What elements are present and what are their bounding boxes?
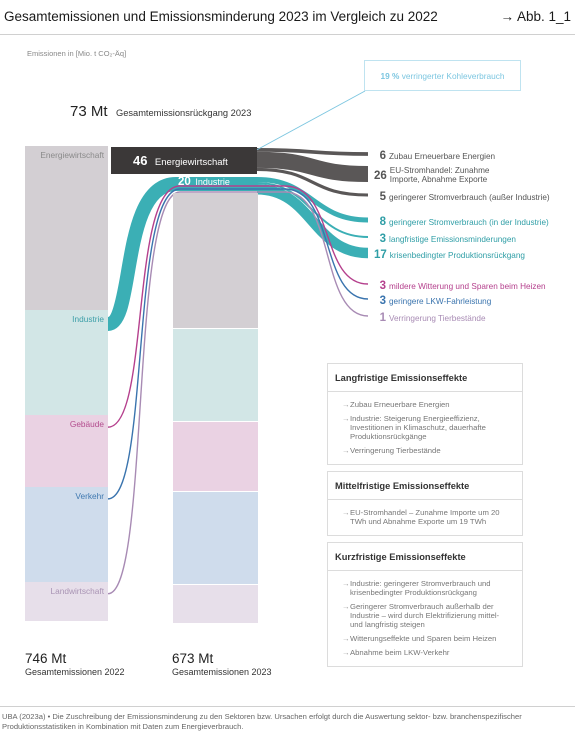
effects-item: Industrie: geringerer Stromverbrauch und… (342, 579, 514, 597)
column-2022-segment: Verkehr (25, 486, 108, 582)
total-2023-value: 673 Mt (172, 651, 214, 666)
cause-label: 3 langfristige Emissionsminderungen (374, 229, 516, 247)
cause-label: 3 geringere LKW-Fahrleistung (374, 291, 492, 309)
reduction-energiewirtschaft-label: Energiewirtschaft (154, 157, 228, 168)
effects-box-title: Langfristige Emissionseffekte (328, 364, 522, 392)
effects-item: Geringerer Stromverbrauch außerhalb der … (342, 602, 514, 629)
column-2022-segment-label: Gebäude (69, 419, 104, 430)
reduction-energiewirtschaft: 46 Energiewirtschaft (111, 147, 257, 174)
cause-label-value: 5 (379, 191, 386, 203)
cause-label-value: 26 (374, 170, 387, 182)
flow-line (256, 151, 369, 183)
cause-label-text: langfristige Emissionsminderungen (389, 235, 516, 244)
effects-item: Abnahme beim LKW-Verkehr (342, 648, 514, 657)
effects-box-title: Mittelfristige Emissionseffekte (328, 472, 522, 500)
total-2022-label: Gesamtemissionen 2022 (25, 667, 125, 677)
coal-callout-text: verringerter Kohleverbrauch (401, 71, 505, 81)
flow-line (256, 177, 369, 223)
cause-label-value: 1 (379, 312, 386, 324)
column-2022-segment-label: Industrie (72, 314, 104, 325)
flow-line (256, 148, 369, 156)
effects-box-short: Kurzfristige Emissionseffekte Industrie:… (327, 542, 523, 667)
column-2023-segment (173, 328, 258, 421)
total-2022-value: 746 Mt (25, 651, 67, 666)
cause-label-text: geringere LKW-Fahrleistung (389, 297, 492, 306)
cause-label-value: 17 (374, 249, 387, 261)
cause-label-text: Verringerung Tierbestände (389, 314, 486, 323)
cause-label-value: 3 (379, 280, 386, 292)
effects-box-mid: Mittelfristige Emissionseffekte EU-Strom… (327, 471, 523, 536)
column-2023 (173, 193, 258, 624)
flow-line (107, 185, 369, 428)
flow-line (105, 177, 257, 332)
cause-label: 3 mildere Witterung und Sparen beim Heize… (374, 276, 546, 294)
effects-item: Verringerung Tierbestände (342, 446, 514, 455)
header: Gesamtemissionen und Emissionsminderung … (0, 0, 575, 35)
cause-label-text: mildere Witterung und Sparen beim Heizen (389, 282, 546, 291)
column-2022-segment: Energiewirtschaft (25, 146, 108, 311)
cause-label: 17 krisenbedingter Produktionsrückgang (374, 245, 525, 263)
flow-line (256, 167, 369, 197)
column-2022-segment-label: Verkehr (75, 490, 104, 501)
flow-line (107, 188, 369, 500)
column-2022-segment: Industrie (25, 310, 108, 416)
cause-label: 26 EU-Stromhandel: Zunahme Importe, Abnah… (374, 166, 520, 184)
total-2023: 673 Mt Gesamtemissionen 2023 (172, 651, 272, 677)
effects-box-title: Kurzfristige Emissionseffekte (328, 543, 522, 571)
cause-label: 8 geringerer Stromverbrauch (in der Indus… (374, 212, 549, 230)
footer-note: UBA (2023a) • Die Zuschreibung der Emiss… (0, 706, 575, 732)
reduction-total-value: 73 Mt (70, 103, 108, 120)
unit-label: Emissionen in [Mio. t CO₂-Äq] (27, 49, 127, 58)
column-2022-segment: Gebäude (25, 415, 108, 487)
coal-callout: 19 % verringerter Kohleverbrauch (364, 60, 521, 91)
column-2023-segment (173, 585, 258, 623)
flow-line (256, 181, 369, 238)
effects-item: EU-Stromhandel – Zunahme Importe um 20 T… (342, 508, 514, 526)
reduction-industrie-value: 20 (178, 176, 191, 188)
total-2023-label: Gesamtemissionen 2023 (172, 667, 272, 677)
column-2022-segment: Landwirtschaft (25, 581, 108, 621)
page-title: Gesamtemissionen und Emissionsminderung … (4, 9, 438, 24)
coal-callout-value: 19 % (380, 71, 400, 81)
cause-label-value: 8 (379, 216, 386, 228)
cause-label: 5 geringerer Stromverbrauch (außer Indust… (374, 187, 550, 205)
reduction-total: 73 Mt Gesamtemissionsrückgang 2023 (70, 103, 251, 121)
cause-label-text: geringerer Stromverbrauch (außer Industr… (389, 193, 550, 202)
column-2023-segment (173, 421, 258, 491)
figure-reference-link[interactable]: → Abb. 1_1 (500, 9, 571, 24)
reduction-industrie: 20 Industrie (178, 176, 230, 188)
cause-label-text: Zubau Erneuerbare Energien (389, 152, 496, 161)
flow-line (107, 191, 369, 595)
cause-label-text: krisenbedingter Produktionsrückgang (389, 251, 525, 260)
cause-label-value: 3 (379, 295, 386, 307)
column-2023-segment (173, 491, 258, 585)
sankey-flows (105, 90, 369, 595)
cause-label: 6 Zubau Erneuerbare Energien (374, 146, 495, 164)
effects-item: Witterungseffekte und Sparen beim Heizen (342, 634, 514, 643)
cause-label-value: 3 (379, 233, 386, 245)
column-2022: Energiewirtschaft Industrie Gebäude Verkehr… (25, 146, 108, 624)
reduction-energiewirtschaft-value: 46 (133, 153, 148, 168)
column-2022-segment-label: Energiewirtschaft (40, 150, 104, 160)
cause-label-value: 6 (379, 150, 386, 162)
effects-item: Zubau Erneuerbare Energien (342, 400, 514, 409)
callout-leader (239, 90, 366, 160)
column-2022-segment-label: Landwirtschaft (50, 585, 105, 596)
total-2022: 746 Mt Gesamtemissionen 2022 (25, 651, 125, 677)
cause-label-text: EU-Stromhandel: Zunahme Importe, Abnahme… (389, 166, 490, 184)
reduction-total-label: Gesamtemissionsrückgang 2023 (115, 108, 252, 118)
cause-label-text: geringerer Stromverbrauch (in der Indust… (389, 218, 549, 227)
effects-box-long: Langfristige Emissionseffekte Zubau Erne… (327, 363, 523, 465)
reduction-industrie-label: Industrie (195, 177, 230, 187)
effects-item: Industrie: Steigerung Energieeffizienz, … (342, 414, 514, 441)
cause-label: 1 Verringerung Tierbestände (374, 308, 486, 326)
column-2023-segment (173, 193, 258, 328)
